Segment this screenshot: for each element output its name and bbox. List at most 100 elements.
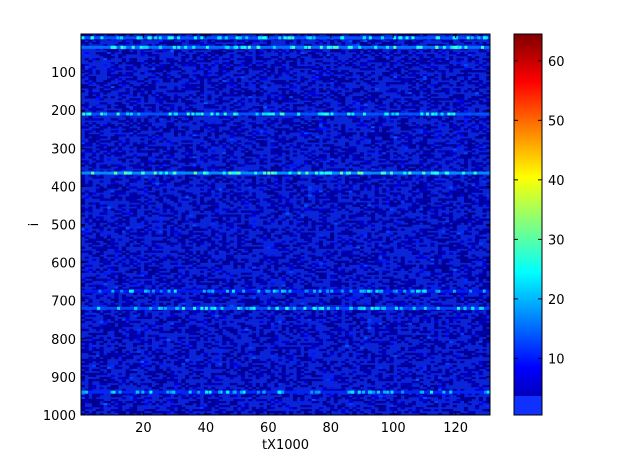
- heatmap-cell: [133, 164, 138, 167]
- heatmap-cell: [423, 192, 428, 195]
- heatmap-cell: [415, 54, 420, 57]
- heatmap-cell: [378, 98, 383, 101]
- heatmap-cell: [99, 186, 104, 189]
- heatmap-cell: [81, 228, 86, 231]
- heatmap-cell: [263, 106, 268, 109]
- heatmap-cell: [159, 116, 164, 119]
- heatmap-cell: [248, 56, 253, 59]
- heatmap-cell: [270, 148, 275, 151]
- heatmap-cell: [266, 200, 271, 203]
- heatmap-cell: [140, 128, 145, 131]
- heatmap-cell: [441, 74, 446, 77]
- heatmap-cell: [415, 102, 420, 105]
- heatmap-cell: [352, 150, 357, 153]
- heatmap-cell: [352, 42, 357, 45]
- heatmap-cell: [304, 66, 309, 69]
- heatmap-cell: [285, 70, 290, 73]
- heatmap-cell: [166, 174, 171, 177]
- heatmap-cell: [278, 234, 283, 237]
- heatmap-cell: [274, 76, 279, 79]
- heatmap-cell: [88, 124, 93, 127]
- heatmap-cell: [255, 98, 260, 101]
- heatmap-cell: [359, 214, 364, 217]
- heatmap-cell: [214, 178, 219, 181]
- heatmap-cell: [248, 170, 253, 173]
- heatmap-cell: [274, 138, 279, 141]
- heatmap-cell: [170, 196, 175, 199]
- heatmap-cell: [292, 136, 297, 139]
- heatmap-cell: [404, 34, 409, 37]
- heatmap-cell: [266, 84, 271, 87]
- heatmap-cell: [214, 86, 219, 89]
- heatmap-cell: [292, 92, 297, 95]
- heatmap-cell: [207, 66, 212, 69]
- heatmap-cell: [393, 198, 398, 201]
- heatmap-cell: [270, 56, 275, 59]
- heatmap-cell: [463, 108, 468, 111]
- heatmap-cell: [107, 80, 112, 83]
- heatmap-cell: [292, 94, 297, 97]
- heatmap-cell: [467, 206, 472, 209]
- heatmap-cell: [177, 106, 182, 109]
- heatmap-cell: [192, 108, 197, 111]
- heatmap-cell: [300, 88, 305, 91]
- heatmap-cell: [348, 138, 353, 141]
- heatmap-cell: [371, 216, 376, 219]
- heatmap-cell: [426, 154, 431, 157]
- heatmap-cell: [188, 234, 193, 237]
- heatmap-cell: [255, 212, 260, 215]
- heatmap-cell: [304, 208, 309, 211]
- heatmap-cell: [467, 154, 472, 157]
- heatmap-cell: [371, 182, 376, 185]
- heatmap-cell: [103, 188, 108, 191]
- heatmap-cell: [207, 190, 212, 193]
- heatmap-cell: [415, 150, 420, 153]
- heatmap-cell: [430, 132, 435, 135]
- heatmap-cell: [408, 82, 413, 85]
- heatmap-cell: [95, 234, 100, 237]
- heatmap-cell: [352, 180, 357, 183]
- heatmap-cell: [389, 200, 394, 203]
- heatmap-cell: [252, 192, 257, 195]
- heatmap-cell: [188, 232, 193, 235]
- heatmap-cell: [289, 160, 294, 163]
- heatmap-cell: [289, 94, 294, 97]
- heatmap-cell: [84, 142, 89, 145]
- heatmap-cell: [151, 162, 156, 165]
- heatmap-cell: [296, 66, 301, 69]
- heatmap-cell: [185, 192, 190, 195]
- heatmap-cell: [311, 226, 316, 229]
- heatmap-cell: [356, 118, 361, 121]
- heatmap-cell: [482, 186, 487, 189]
- heatmap-cell: [81, 170, 86, 173]
- heatmap-cell: [337, 110, 342, 113]
- heatmap-cell: [300, 210, 305, 213]
- heatmap-cell: [192, 48, 197, 51]
- heatmap-cell: [181, 190, 186, 193]
- heatmap-cell: [278, 188, 283, 191]
- heatmap-cell: [259, 188, 264, 191]
- heatmap-cell: [467, 218, 472, 221]
- heatmap-cell: [463, 100, 468, 103]
- heatmap-cell: [84, 54, 89, 57]
- heatmap-cell: [389, 160, 394, 163]
- heatmap-cell: [237, 230, 242, 233]
- heatmap-cell: [151, 134, 156, 137]
- heatmap-cell: [367, 132, 372, 135]
- heatmap-cell: [173, 142, 178, 145]
- heatmap-cell: [229, 160, 234, 163]
- heatmap-cell: [177, 42, 182, 45]
- heatmap-cell: [341, 50, 346, 53]
- heatmap-cell: [423, 150, 428, 153]
- heatmap-cell: [255, 198, 260, 201]
- heatmap-cell: [486, 84, 490, 87]
- heatmap-cell: [140, 142, 145, 145]
- heatmap-cell: [222, 166, 227, 169]
- heatmap-cell: [214, 158, 219, 161]
- heatmap-cell: [289, 188, 294, 191]
- heatmap-cell: [449, 84, 454, 87]
- heatmap-cell: [367, 204, 372, 207]
- heatmap-cell: [389, 218, 394, 221]
- heatmap-cell: [456, 218, 461, 221]
